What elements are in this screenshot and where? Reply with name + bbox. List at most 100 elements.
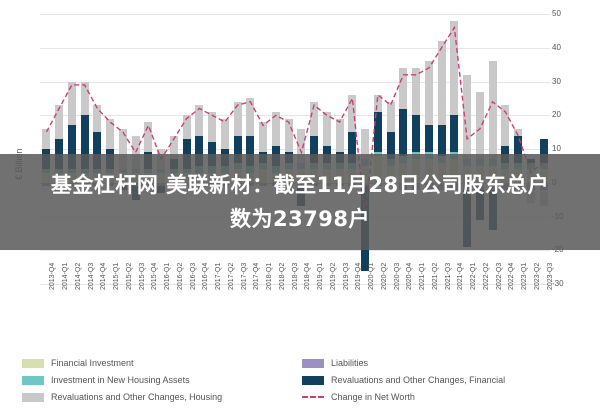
bar-segment [373,95,382,112]
legend-label: Liabilities [331,358,369,368]
bar-segment [284,118,293,153]
x-tick-label: 2016-Q4 [202,262,210,290]
x-tick-label: 2023-Q3 [546,262,554,290]
x-tick-label: 2018-Q4 [304,262,312,290]
x-tick-label: 2020-Q4 [406,262,414,290]
x-axis-ticks: 2013-Q4 2014-Q1 2014-Q2 2014-Q3 2014-Q4 2015-… [40,263,553,350]
bar-segment [488,61,497,160]
bar-segment [412,68,421,116]
y-tick-label: -30 [552,279,564,288]
bar-segment [55,105,64,139]
bar-segment [42,128,51,149]
y-tick-label: 40 [552,42,561,52]
x-tick-label: 2014-Q3 [87,262,95,290]
bar-segment [373,111,382,153]
bar-segment [220,118,229,149]
x-tick-label: 2014-Q4 [100,262,108,290]
x-tick-label: 2021-Q3 [444,262,452,290]
bar-segment [386,132,395,160]
x-tick-label: 2021-Q2 [431,262,439,290]
bar-segment [475,91,484,160]
x-tick-label: 2019-Q1 [317,262,325,290]
gridline [40,284,550,285]
bar-segment [195,135,204,166]
x-tick-label: 2021-Q1 [419,262,427,290]
legend-swatch-icon [302,358,324,368]
legend: Financial Investment Liabilities Investm… [22,358,582,409]
bar-segment [271,111,280,146]
overlay-headline: 基金杠杆网 美联新材：截至11月28日公司股东总户 数为23798户 [51,168,549,236]
bar-segment [233,101,242,136]
x-tick-label: 2019-Q3 [342,262,350,290]
bar-segment [539,138,548,163]
bar-segment [361,128,370,160]
x-tick-label: 2016-Q2 [176,262,184,290]
x-tick-label: 2017-Q4 [253,262,261,290]
bar-segment [310,135,319,163]
x-tick-label: 2013-Q4 [49,262,57,290]
y-tick-label: 50 [552,9,561,18]
legend-item-liabilities: Liabilities [302,358,582,368]
x-tick-label: 2015-Q4 [151,262,159,290]
legend-label: Financial Investment [51,358,134,368]
bar-segment [80,115,89,170]
gridline [40,115,550,117]
bar-segment [259,122,268,153]
x-tick-label: 2019-Q4 [355,262,363,290]
x-tick-label: 2020-Q2 [380,262,388,290]
x-tick-label: 2022-Q3 [495,262,503,290]
gridline [40,81,550,83]
bar-segment [399,108,408,156]
bar-segment [93,132,102,170]
legend-swatch-icon [302,375,324,385]
x-tick-label: 2020-Q3 [393,262,401,290]
bar-segment [424,61,433,126]
legend-dashed-line-icon [302,396,324,398]
x-tick-label: 2016-Q3 [189,262,197,290]
bar-segment [335,118,344,153]
bar-segment [399,68,408,109]
bar-segment [67,125,76,170]
bar-segment [514,135,523,163]
overlay-line-1: 基金杠杆网 美联新材：截至11月28日公司股东总户 [50,173,550,197]
legend-label: Investment in New Housing Assets [51,375,190,385]
bar-segment [233,135,242,163]
x-tick-label: 2015-Q1 [113,262,121,290]
bar-segment [424,125,433,153]
x-tick-label: 2020-Q1 [368,262,376,290]
legend-item-investment-new-housing: Investment in New Housing Assets [22,375,302,385]
x-tick-label: 2015-Q3 [138,262,146,290]
bar-segment [463,74,472,160]
bar-segment [297,128,306,163]
x-tick-label: 2017-Q3 [240,262,248,290]
x-tick-label: 2018-Q2 [278,262,286,290]
bar-segment [169,135,178,160]
bar-segment [118,128,127,170]
bar-segment [514,128,523,136]
legend-swatch-icon [22,358,44,368]
bar-segment [501,105,510,146]
bar-segment [437,41,446,126]
legend-item-revaluations-financial: Revaluations and Other Changes, Financia… [302,375,582,385]
change-in-net-worth-line [45,25,545,217]
bar-segment [182,115,191,139]
legend-swatch-icon [22,392,44,402]
overlay-banner: 基金杠杆网 美联新材：截至11月28日公司股东总户 数为23798户 [0,154,600,250]
bar-segment [437,125,446,156]
x-tick-label: 2016-Q1 [164,262,172,290]
x-tick-label: 2018-Q3 [291,262,299,290]
legend-label: Revaluations and Other Changes, Housing [51,392,223,402]
bar-segment [310,101,319,136]
chart-container: € Billion 50403020100-10-20-30 2013-Q420… [0,9,600,402]
bar-segment [144,122,153,153]
gridline [40,47,550,49]
x-tick-label: 2017-Q2 [227,262,235,290]
x-tick-label: 2023-Q1 [521,262,529,290]
gridline [40,250,550,252]
bar-segment [208,111,217,143]
y-tick-label: 20 [552,110,561,120]
y-tick-label: 10 [552,144,561,153]
bar-segment [450,115,459,153]
bar-segment [246,135,255,166]
bar-segment [348,95,357,133]
